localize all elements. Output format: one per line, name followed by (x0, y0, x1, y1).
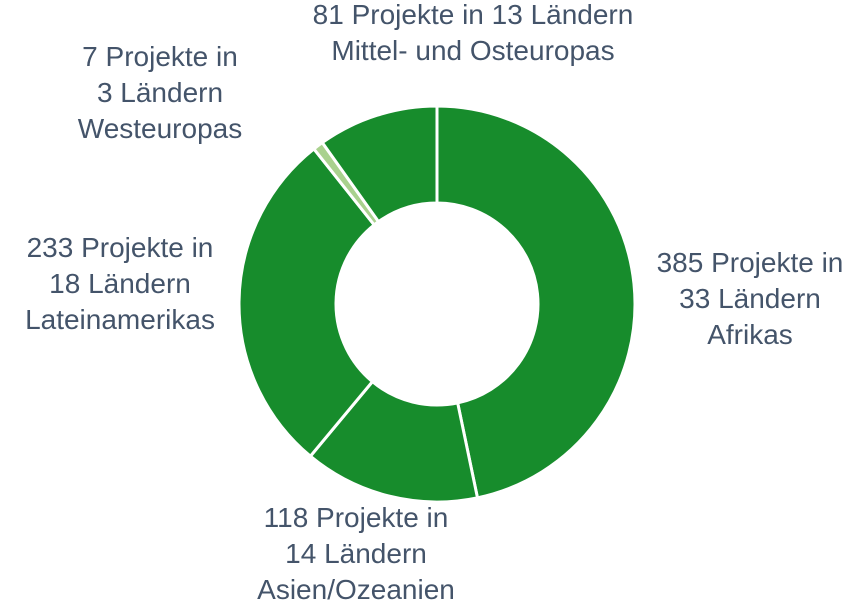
data-label-line: 3 Ländern (97, 77, 223, 108)
donut-segment (435, 104, 637, 500)
data-label-line: 81 Projekte in 13 Ländern (313, 0, 634, 30)
data-label-line: 18 Ländern (49, 268, 191, 299)
data-label-line: 233 Projekte in (27, 232, 214, 263)
data-label: 81 Projekte in 13 Ländern Mittel- und Ost… (313, 0, 634, 66)
data-label-line: Mittel- und Osteuropas (331, 35, 614, 66)
data-label: 385 Projekte in 33 Ländern Afrikas (657, 247, 844, 350)
data-label-line: 118 Projekte in (264, 502, 449, 533)
donut-segment (320, 104, 439, 224)
data-label-line: 7 Projekte in (82, 41, 238, 72)
data-label-line: Afrikas (707, 319, 793, 350)
data-label-line: 14 Ländern (285, 538, 427, 569)
data-label-line: 33 Ländern (679, 283, 821, 314)
data-label-line: Lateinamerikas (25, 304, 215, 335)
data-label-line: 385 Projekte in (657, 247, 844, 278)
data-label-line: Asien/Ozeanien (257, 574, 455, 605)
data-label: 7 Projekte in 3 Ländern Westeuropas (78, 41, 242, 144)
data-label: 233 Projekte in 18 Ländern Lateinamerikas (25, 232, 215, 335)
data-label-line: Westeuropas (78, 113, 242, 144)
donut-segment (308, 379, 480, 504)
data-label: 118 Projekte in 14 Ländern Asien/Ozeanien (257, 502, 455, 605)
donut-segment (237, 146, 377, 459)
